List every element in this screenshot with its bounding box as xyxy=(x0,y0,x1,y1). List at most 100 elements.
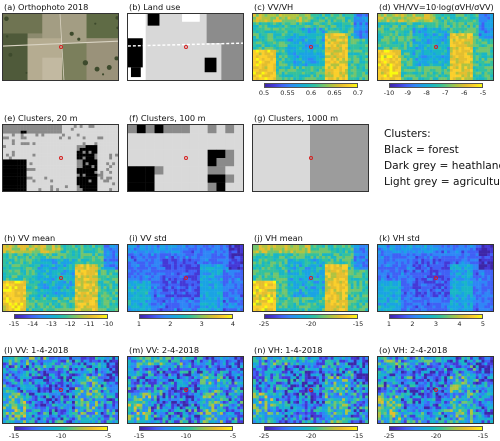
colorbar-tick-label: 0.6 xyxy=(306,89,316,97)
panel-title: (j) VH mean xyxy=(254,233,303,243)
colorbar-tick-label: 1 xyxy=(387,320,391,328)
colorbar-tick-label: 2 xyxy=(168,320,172,328)
panel-map xyxy=(2,124,119,192)
colorbar-tick-label: -13 xyxy=(46,320,57,328)
panel-map xyxy=(2,244,119,312)
panel-map xyxy=(377,13,494,81)
colorbar-tick-label: -5 xyxy=(230,432,236,440)
panel-map xyxy=(127,244,244,312)
colorbar xyxy=(389,83,483,88)
colorbar xyxy=(139,426,233,431)
panel-b: (b) Land use xyxy=(127,2,244,98)
panel-c: (c) VV/VH 0.5 0.55 0.6 0.65 0.7 xyxy=(252,2,369,98)
location-marker xyxy=(59,276,63,280)
colorbar xyxy=(139,314,233,319)
legend-agriculture: Light grey = agriculture xyxy=(384,174,500,190)
location-marker xyxy=(309,276,313,280)
colorbar-tick-label: -25 xyxy=(259,432,270,440)
panel-a: (a) Orthophoto 2018 xyxy=(2,2,119,98)
location-marker xyxy=(434,388,438,392)
panel-title: (l) VV: 1-4-2018 xyxy=(4,345,68,355)
location-marker xyxy=(184,388,188,392)
colorbar-tick-label: -25 xyxy=(384,432,395,440)
panel-f: (f) Clusters, 100 m xyxy=(127,113,244,209)
panel-map xyxy=(377,356,494,424)
colorbar-tick-label: 4 xyxy=(231,320,235,328)
colorbar-ticks: -10-9-8-7-6-5 xyxy=(389,89,483,98)
panel-h: (h) VV mean-15-14-13-12-11-10 xyxy=(2,233,119,329)
colorbar-tick-label: 0.5 xyxy=(259,89,269,97)
panel-map xyxy=(377,244,494,312)
colorbar-tick-label: 0.55 xyxy=(280,89,294,97)
colorbar xyxy=(389,314,483,319)
location-marker xyxy=(434,45,438,49)
colorbar xyxy=(264,83,358,88)
colorbar-tick-label: -12 xyxy=(65,320,76,328)
panel-title: (b) Land use xyxy=(129,2,180,12)
colorbar-tick-label: -10 xyxy=(384,89,395,97)
colorbar-tick-label: 4 xyxy=(457,320,461,328)
colorbar xyxy=(14,426,108,431)
colorbar-tick-label: 0.7 xyxy=(353,89,363,97)
location-marker xyxy=(59,45,63,49)
colorbar-tick-label: 3 xyxy=(200,320,204,328)
panel-o: (o) VH: 2-4-2018-25-20-15 xyxy=(377,345,494,441)
panel-title: (m) VV: 2-4-2018 xyxy=(129,345,199,355)
panel-e: (e) Clusters, 20 m xyxy=(2,113,119,209)
colorbar xyxy=(264,314,358,319)
legend-title: Clusters: xyxy=(384,126,500,142)
panel-n: (n) VH: 1-4-2018 -25 -20 -15 xyxy=(252,345,369,441)
panel-title: (o) VH: 2-4-2018 xyxy=(379,345,447,355)
colorbar-ticks: -15-14-13-12-11-10 xyxy=(14,320,108,329)
colorbar-tick-label: -5 xyxy=(480,89,486,97)
location-marker xyxy=(184,156,188,160)
colorbar-tick-label: -8 xyxy=(423,89,429,97)
colorbar xyxy=(389,426,483,431)
colorbar-tick-label: -15 xyxy=(353,320,364,328)
panel-title: (d) VH/VV=10·log(σVH/σVV) xyxy=(379,2,494,12)
colorbar-tick-label: -15 xyxy=(9,320,20,328)
panel-map xyxy=(2,13,119,81)
colorbar-tick-label: -20 xyxy=(306,320,317,328)
colorbar-tick-label: -14 xyxy=(27,320,38,328)
colorbar-tick-label: -20 xyxy=(306,432,317,440)
panel-title: (g) Clusters, 1000 m xyxy=(254,113,338,123)
colorbar-tick-label: 2 xyxy=(410,320,414,328)
colorbar-tick-label: -15 xyxy=(9,432,20,440)
location-marker xyxy=(184,45,188,49)
colorbar-tick-label: -7 xyxy=(442,89,448,97)
cluster-legend: Clusters: Black = forest Dark grey = hea… xyxy=(384,126,500,190)
panel-g: (g) Clusters, 1000 m xyxy=(252,113,369,209)
location-marker xyxy=(184,276,188,280)
panel-title: (f) Clusters, 100 m xyxy=(129,113,206,123)
colorbar-tick-label: -15 xyxy=(134,432,145,440)
panel-l: (l) VV: 1-4-2018 -15-10-5 xyxy=(2,345,119,441)
panel-map xyxy=(127,356,244,424)
panel-title: (n) VH: 1-4-2018 xyxy=(254,345,322,355)
panel-title: (k) VH std xyxy=(379,233,420,243)
panel-title: (e) Clusters, 20 m xyxy=(4,113,78,123)
colorbar-tick-label: 0.65 xyxy=(327,89,341,97)
panel-map xyxy=(2,356,119,424)
location-marker xyxy=(309,156,313,160)
colorbar-tick-label: 1 xyxy=(137,320,141,328)
colorbar-ticks: 1 2 3 4 xyxy=(139,320,233,329)
panel-map xyxy=(252,244,369,312)
panel-j: (j) VH mean -25 -20 -15 xyxy=(252,233,369,329)
colorbar-tick-label: -9 xyxy=(405,89,411,97)
colorbar-ticks: -15-10-5 xyxy=(14,432,108,441)
location-marker xyxy=(59,156,63,160)
location-marker xyxy=(309,388,313,392)
colorbar xyxy=(264,426,358,431)
legend-forest: Black = forest xyxy=(384,142,500,158)
location-marker xyxy=(434,276,438,280)
panel-map xyxy=(252,356,369,424)
colorbar-tick-label: 5 xyxy=(481,320,485,328)
location-marker xyxy=(59,388,63,392)
colorbar-tick-label: -15 xyxy=(353,432,364,440)
panel-title: (c) VV/VH xyxy=(254,2,293,12)
panel-map xyxy=(127,13,244,81)
colorbar-tick-label: -25 xyxy=(259,320,270,328)
